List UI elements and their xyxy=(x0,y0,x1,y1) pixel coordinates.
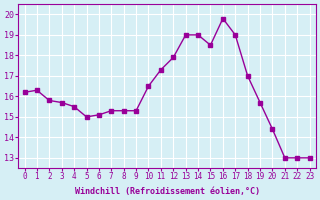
X-axis label: Windchill (Refroidissement éolien,°C): Windchill (Refroidissement éolien,°C) xyxy=(75,187,260,196)
